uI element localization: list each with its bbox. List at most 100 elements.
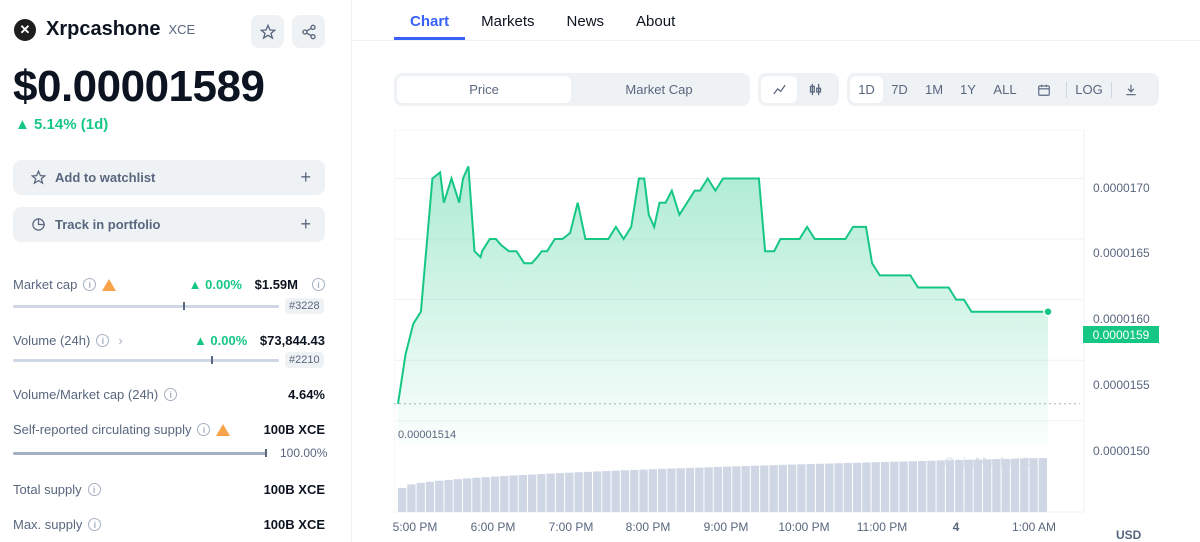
volume-bar [741, 466, 750, 512]
info-icon[interactable]: i [164, 388, 178, 401]
favorite-button[interactable] [251, 15, 284, 48]
info-icon[interactable]: i [87, 483, 101, 496]
volume-change: ▲ 0.00% [193, 333, 248, 348]
circulating-supply-bar [13, 449, 267, 457]
volume-bar [983, 459, 992, 512]
volume-bar [973, 459, 982, 512]
range-1d-button[interactable]: 1D [850, 76, 883, 103]
volume-bar [481, 477, 490, 512]
rank-marker [211, 356, 213, 364]
volume-bar [750, 465, 760, 512]
log-scale-button[interactable]: LOG [1075, 82, 1103, 97]
volume-bar [463, 478, 472, 512]
chevron-right-icon[interactable]: › [118, 333, 123, 348]
info-icon[interactable]: i [96, 334, 110, 347]
volume-bar [769, 465, 778, 512]
volume-bar [834, 463, 843, 512]
volume-bar [398, 488, 407, 512]
info-icon[interactable]: i [197, 423, 211, 436]
x-tick: 5:00 PM [392, 520, 438, 534]
range-1m-button[interactable]: 1M [924, 82, 944, 97]
volume-bar [620, 470, 630, 512]
volume-row: Volume (24h) i › ▲ 0.00% $73,844.43 [13, 333, 325, 348]
vol-mcap-row: Volume/Market cap (24h) i 4.64% [13, 387, 325, 402]
x-tick: 11:00 PM [856, 520, 908, 534]
volume-bar [565, 472, 574, 512]
range-7d-button[interactable]: 7D [891, 82, 908, 97]
circulating-supply-label: Self-reported circulating supply [13, 422, 192, 437]
range-all-button[interactable]: ALL [993, 82, 1017, 97]
circulating-supply-fill [13, 452, 267, 455]
price-chart[interactable]: CoinMarketCap 0.00001514 0.0000170 0.000… [392, 129, 1200, 542]
circulating-supply-row: Self-reported circulating supply i 100B … [13, 422, 325, 437]
volume-bar [472, 477, 481, 512]
price-toggle-button[interactable]: Price [397, 76, 571, 103]
volume-bar [676, 468, 685, 512]
volume-bar [583, 471, 592, 512]
volume-bar [927, 460, 936, 512]
tab-news[interactable]: News [566, 13, 605, 30]
vol-mcap-label: Volume/Market cap (24h) [13, 387, 159, 402]
volume-bar [871, 462, 880, 512]
total-supply-label: Total supply [13, 482, 82, 497]
volume-bar [890, 461, 899, 512]
coin-price: $0.00001589 [13, 62, 265, 111]
volume-bar [788, 464, 797, 512]
volume-bar [518, 474, 527, 512]
market-cap-label: Market cap [13, 277, 78, 292]
total-supply-value: 100B XCE [263, 482, 325, 497]
market-cap-toggle-button[interactable]: Market Cap [625, 82, 693, 97]
max-supply-label: Max. supply [13, 517, 83, 532]
volume-bar [695, 467, 704, 512]
volume-rank: #2210 [285, 352, 324, 368]
section-tabs: Chart Markets News About [394, 0, 691, 41]
volume-bar [416, 482, 425, 512]
volume-bar [723, 466, 732, 512]
volume-bar [964, 459, 973, 512]
info-icon[interactable]: i [88, 518, 102, 531]
plus-icon: + [300, 214, 311, 234]
vol-mcap-value: 4.64% [288, 387, 325, 402]
caret-up-icon: ▲ [15, 116, 30, 133]
circulating-supply-pct: 100.00% [280, 446, 328, 460]
current-price-dot [1043, 306, 1053, 317]
volume-bar [435, 480, 444, 512]
tab-markets[interactable]: Markets [481, 13, 535, 30]
info-icon[interactable]: i [83, 278, 97, 291]
range-1y-button[interactable]: 1Y [960, 82, 976, 97]
volume-bar [797, 464, 806, 512]
volume-bar [908, 461, 917, 512]
coin-logo: ✕ [14, 18, 36, 41]
volume-bar [490, 476, 500, 512]
warning-icon[interactable] [216, 423, 231, 436]
line-chart-button[interactable] [761, 76, 797, 103]
x-tick: 1:00 AM [1011, 520, 1057, 534]
volume-bar [639, 469, 648, 512]
warning-icon[interactable] [102, 278, 117, 291]
price-change-value: 5.14% (1d) [34, 116, 109, 133]
tab-chart[interactable]: Chart [394, 0, 466, 40]
y-tick: 0.0000170 [1093, 181, 1150, 195]
volume-bar [611, 470, 620, 512]
date-range-button[interactable] [1026, 76, 1062, 103]
supply-marker [265, 449, 267, 457]
volume-bar [648, 469, 657, 512]
info-icon[interactable]: i [312, 278, 325, 291]
volume-bar [955, 460, 964, 512]
x-tick: 10:00 PM [778, 520, 830, 534]
volume-bar [667, 468, 676, 512]
tabs-divider [352, 40, 1200, 41]
market-cap-value: $1.59M [254, 277, 298, 292]
x-tick: 4 [952, 520, 960, 534]
add-to-watchlist-button[interactable]: Add to watchlist + [13, 160, 325, 195]
price-line [397, 165, 1048, 404]
volume-bar [815, 463, 825, 512]
tab-about[interactable]: About [636, 13, 676, 30]
volume-bar [936, 460, 945, 512]
download-button[interactable] [1116, 76, 1146, 103]
y-tick: 0.0000165 [1093, 246, 1150, 260]
track-portfolio-button[interactable]: Track in portfolio + [13, 207, 325, 242]
share-button[interactable] [292, 15, 325, 48]
candlestick-button[interactable] [797, 76, 833, 103]
plus-icon: + [300, 167, 311, 187]
